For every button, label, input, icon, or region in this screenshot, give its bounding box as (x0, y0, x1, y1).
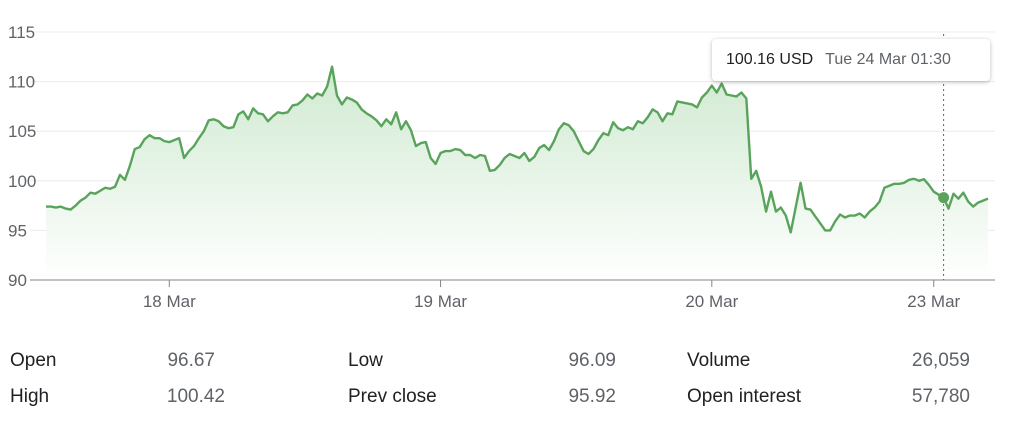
stat-label: Volume (687, 350, 751, 371)
price-area-fill (46, 66, 988, 280)
stat-value: 57,780 (911, 386, 970, 407)
x-tick-label: 18 Mar (143, 292, 196, 311)
y-tick-label: 115 (8, 23, 35, 42)
stat-open: Open 96.67 (10, 350, 215, 374)
stat-label: Open interest (687, 386, 802, 407)
stat-value: 95.92 (568, 386, 616, 407)
y-axis-ticks: 90 95 100 105 110 115 (8, 23, 36, 290)
stat-value: 100.42 (166, 386, 225, 407)
hover-point (938, 192, 950, 204)
y-tick-label: 100 (8, 172, 36, 191)
stat-label: High (10, 386, 50, 407)
y-tick-label: 90 (8, 271, 27, 290)
stat-label: Open (10, 350, 57, 371)
x-tick-label: 23 Mar (907, 292, 960, 311)
y-tick-label: 110 (8, 73, 35, 92)
price-line[interactable] (46, 65, 989, 234)
stat-value: 26,059 (911, 350, 970, 371)
stat-prev-close: Prev close 95.92 (348, 386, 616, 410)
stat-volume: Volume 26,059 (687, 350, 970, 374)
x-tick-label: 19 Mar (414, 292, 467, 311)
tooltip-time: Tue 24 Mar 01:30 (825, 51, 951, 68)
stat-value: 96.09 (568, 350, 616, 371)
stats-panel: Open 96.67 High 100.42 Low 96.09 Prev cl… (0, 340, 1024, 420)
stat-open-interest: Open interest 57,780 (687, 386, 970, 410)
y-tick-label: 105 (8, 122, 36, 141)
stat-label: Low (348, 350, 383, 371)
price-chart[interactable]: 90 95 100 105 110 115 18 Mar 19 Mar 20 Mar 23 Ma… (0, 0, 1024, 330)
stat-high: High 100.42 (10, 386, 225, 410)
tooltip-price: 100.16 USD (726, 51, 814, 68)
price-tooltip: 100.16 USD Tue 24 Mar 01:30 (712, 39, 990, 81)
stat-value: 96.67 (167, 350, 215, 371)
stat-label: Prev close (348, 386, 437, 407)
x-axis-ticks: 18 Mar 19 Mar 20 Mar 23 Mar (143, 280, 961, 311)
x-tick-label: 20 Mar (685, 292, 738, 311)
price-chart-svg[interactable]: 90 95 100 105 110 115 18 Mar 19 Mar 20 Mar 23 Ma… (0, 0, 1024, 330)
y-tick-label: 95 (8, 221, 27, 240)
stat-low: Low 96.09 (348, 350, 616, 374)
